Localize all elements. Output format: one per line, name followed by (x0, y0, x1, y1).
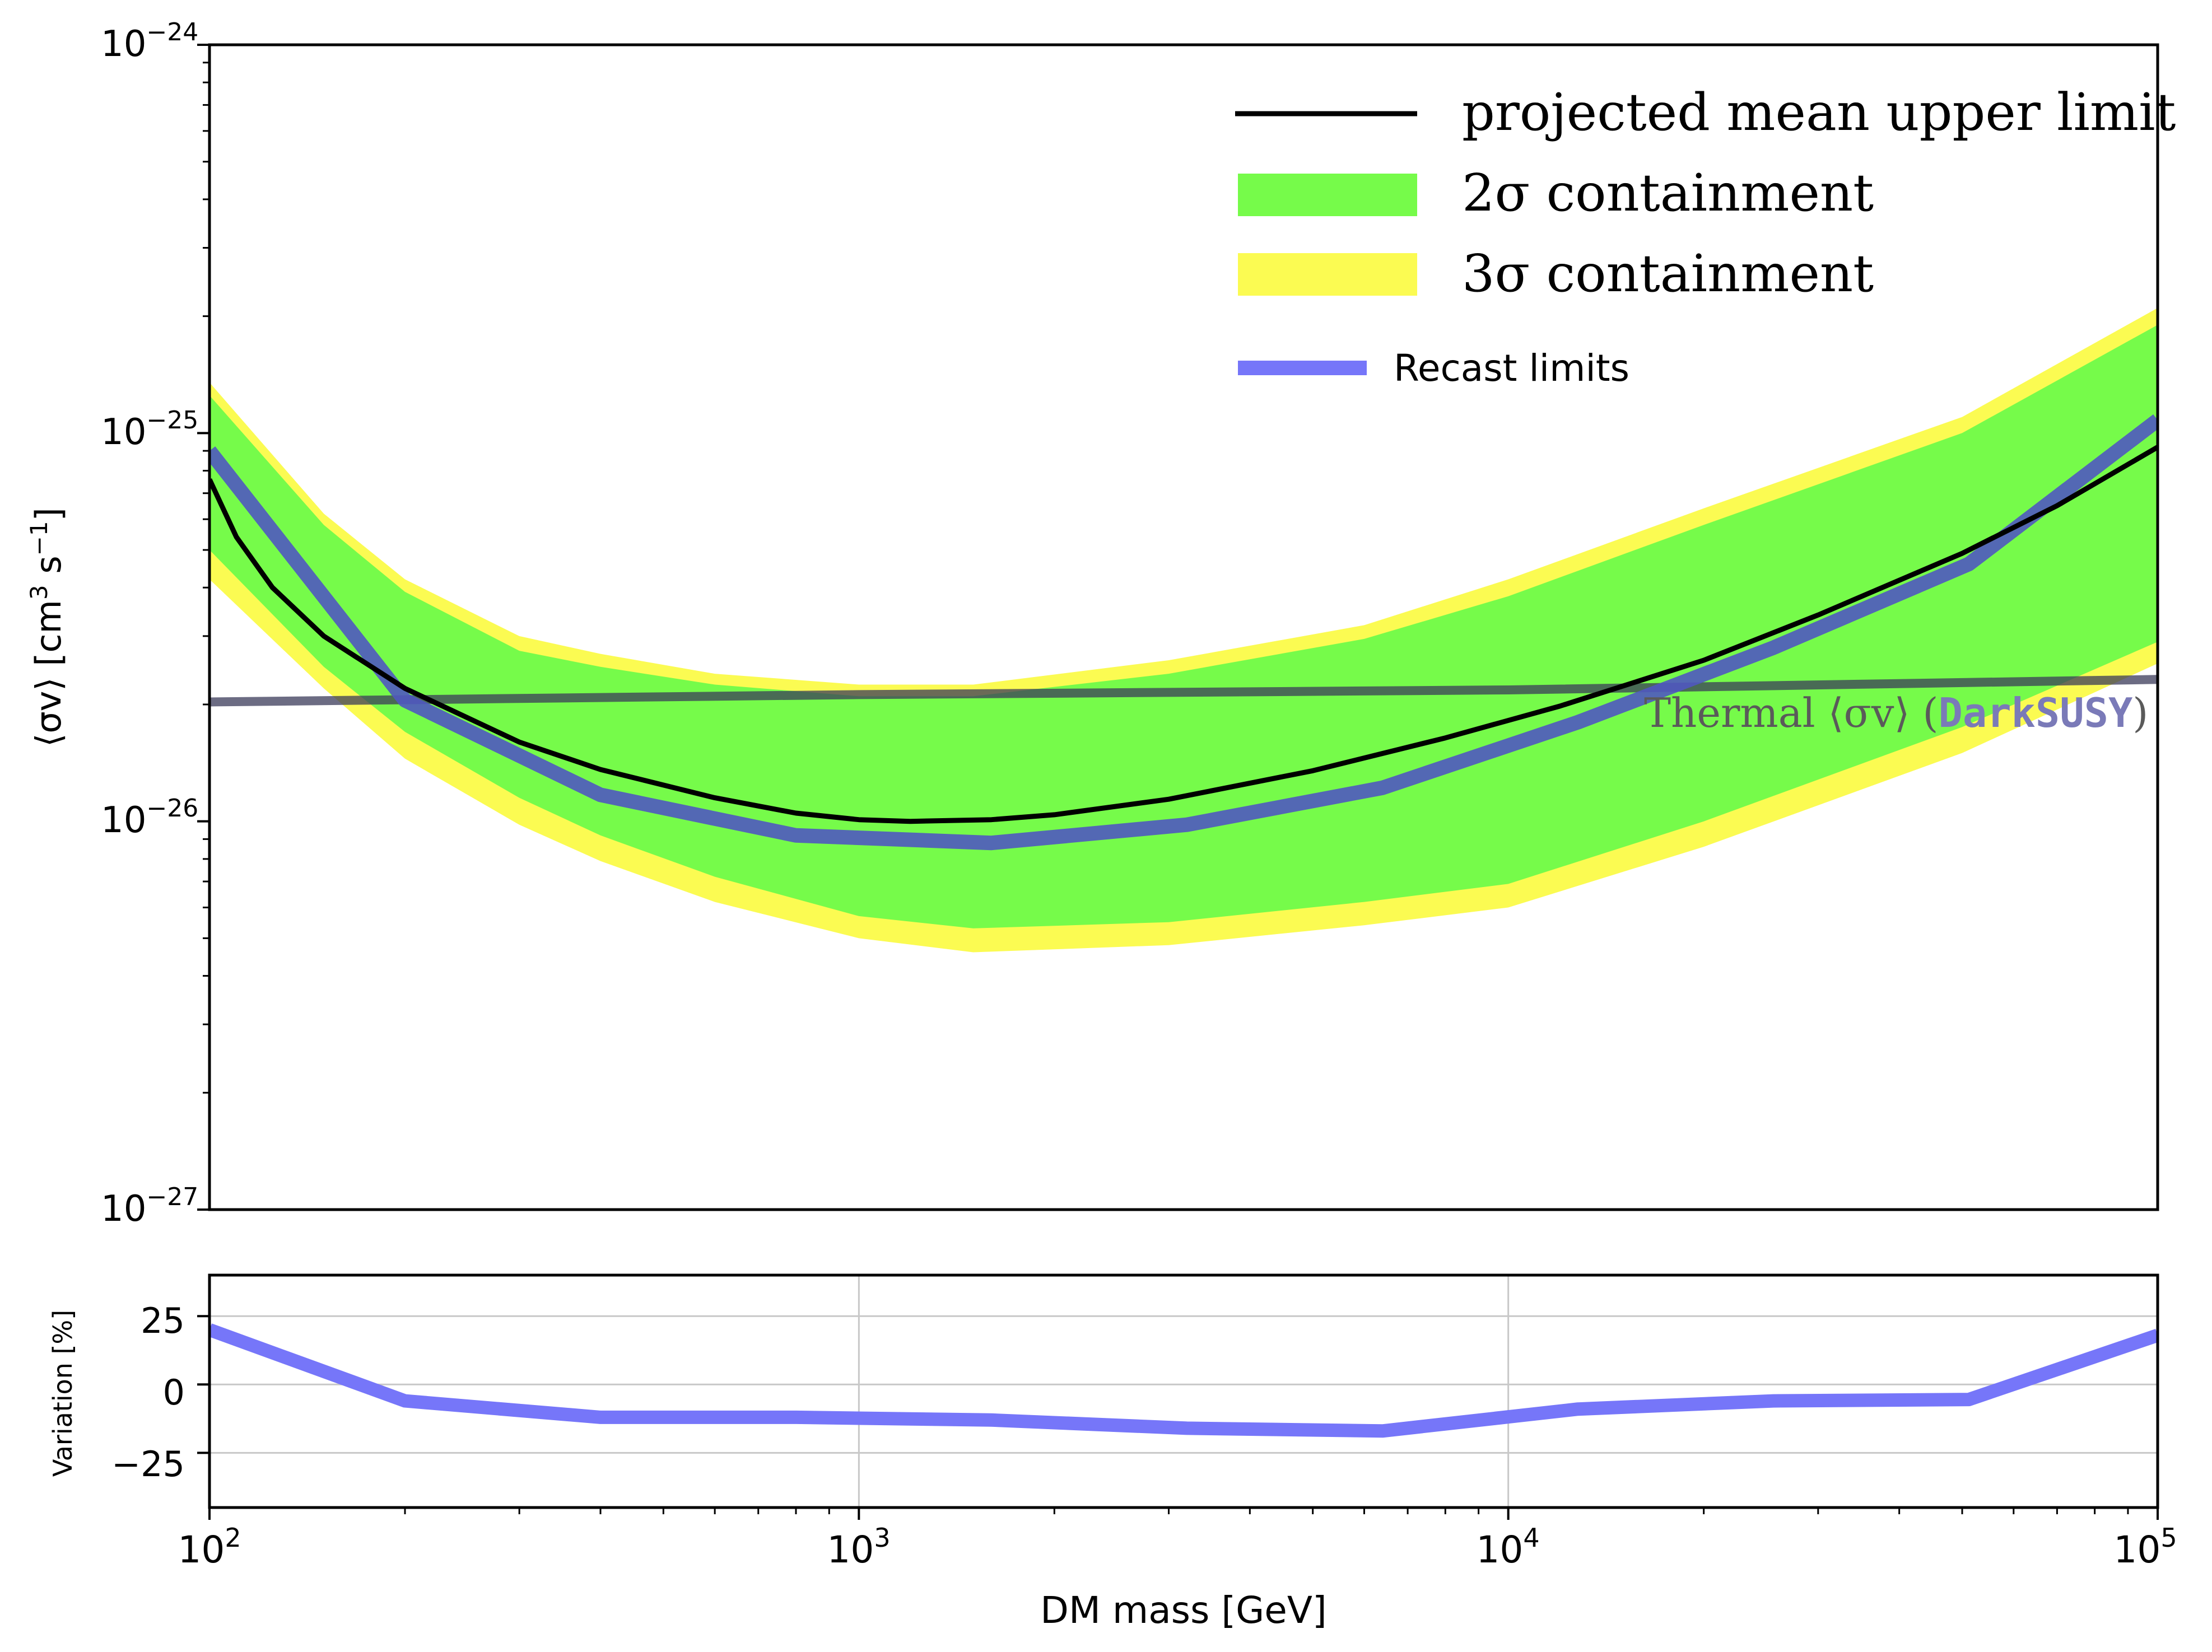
legend-label-3sigma: 3σ containment (1462, 244, 1874, 304)
main-plot-area (209, 307, 2158, 953)
y-tick-label-1e-24: 10−24 (101, 18, 198, 65)
main-y-axis-label: ⟨σv⟩ [cm3 s−1] (25, 507, 69, 747)
variation-line (209, 1323, 2158, 1438)
variation-y-tick-label-0: 0 (163, 1372, 185, 1413)
y-tick-label-1e-27: 10−27 (101, 1183, 198, 1230)
x-tick-label-1e4: 104 (1476, 1523, 1539, 1571)
main-axes-frame (208, 43, 2159, 1211)
variation-y-tick-label-25: 25 (141, 1300, 185, 1341)
thermal-annotation: Thermal ⟨σv⟩ (DarkSUSY) (1644, 689, 2148, 736)
variation-y-axis-label: Variation [%] (48, 1310, 78, 1477)
variation-axes-frame (208, 1273, 2159, 1509)
legend: projected mean upper limit 2σ containmen… (1235, 82, 2176, 390)
legend-swatch-3sigma (1238, 253, 1417, 296)
main-panel: Thermal ⟨σv⟩ (DarkSUSY) 10−24 10−25 10−2… (25, 18, 2176, 1230)
legend-swatch-2sigma (1238, 174, 1417, 216)
y-tick-label-1e-26: 10−26 (101, 794, 198, 841)
x-tick-label-1e3: 103 (827, 1523, 890, 1571)
y-tick-label-1e-25: 10−25 (101, 406, 198, 453)
x-tick-label-1e2: 102 (178, 1523, 241, 1571)
variation-ticks (197, 1315, 2159, 1520)
variation-panel: 25 0 −25 Variation [%] 102 103 104 105 D… (48, 1273, 2177, 1632)
x-tick-label-1e5: 105 (2113, 1523, 2177, 1571)
legend-label-2sigma: 2σ containment (1462, 163, 1874, 223)
mean-upper-limit-line (209, 445, 2158, 824)
legend-label-recast: Recast limits (1394, 347, 1629, 390)
thermal-line (209, 675, 2158, 707)
band-2sigma (209, 325, 2158, 928)
main-y-ticks (197, 44, 209, 1211)
x-axis-label: DM mass [GeV] (1040, 1589, 1327, 1632)
recast-line (209, 414, 2158, 851)
legend-label-mean: projected mean upper limit (1462, 82, 2176, 142)
variation-y-tick-label-minus25: −25 (111, 1444, 185, 1485)
